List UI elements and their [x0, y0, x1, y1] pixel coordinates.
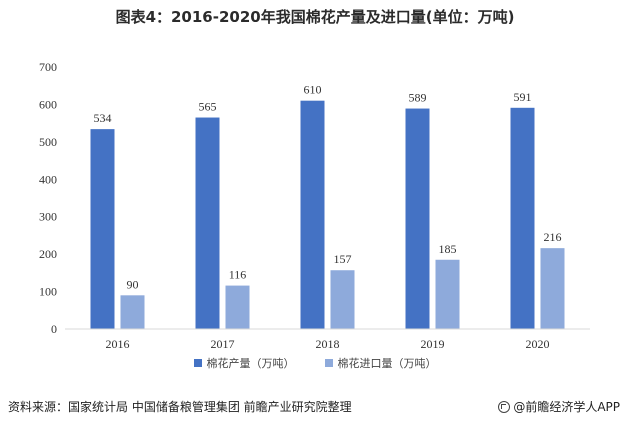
- brand: @前瞻经济学人APP: [498, 398, 620, 415]
- legend-item-imports: 棉花进口量（万吨）: [324, 355, 437, 371]
- bar-imports: [540, 248, 565, 329]
- y-tick-label: 700: [39, 60, 57, 74]
- data-label-imports: 90: [127, 277, 139, 291]
- data-label-imports: 157: [334, 252, 352, 266]
- legend-swatch-production: [193, 359, 202, 367]
- legend: 棉花产量（万吨） 棉花进口量（万吨）: [0, 355, 630, 371]
- data-label-production: 534: [94, 111, 112, 125]
- bar-production: [405, 108, 430, 329]
- x-axis: 2016 2017 2018 2019 2020: [65, 328, 590, 351]
- legend-item-production: 棉花产量（万吨）: [193, 355, 295, 371]
- brand-label: @前瞻经济学人APP: [513, 400, 620, 414]
- data-label-production: 591: [514, 90, 532, 104]
- bar-imports: [435, 259, 460, 329]
- y-axis: 0 100 200 300 400 500 600 700: [39, 60, 57, 336]
- y-tick-label: 100: [39, 285, 57, 299]
- data-label-production: 589: [409, 91, 427, 105]
- data-label-imports: 185: [439, 242, 457, 256]
- chart-title: 图表4：2016-2020年我国棉花产量及进口量(单位：万吨): [115, 8, 515, 26]
- bars: 534 90 565 116 610 157 589 185 591 216: [90, 83, 565, 330]
- x-tick-label: 2017: [211, 337, 235, 351]
- x-tick-label: 2018: [316, 337, 340, 351]
- data-label-imports: 216: [544, 230, 562, 244]
- bar-production: [90, 129, 115, 329]
- x-tick-label: 2020: [526, 337, 550, 351]
- brand-logo-icon: [498, 400, 511, 413]
- y-tick-label: 0: [51, 322, 57, 336]
- bar-imports: [225, 285, 250, 329]
- x-tick-label: 2019: [421, 337, 445, 351]
- legend-label-imports: 棉花进口量（万吨）: [337, 357, 437, 370]
- y-tick-label: 200: [39, 247, 57, 261]
- legend-label-production: 棉花产量（万吨）: [206, 357, 295, 370]
- legend-swatch-imports: [324, 359, 333, 367]
- y-tick-label: 500: [39, 135, 57, 149]
- y-tick-label: 600: [39, 97, 57, 111]
- data-label-production: 610: [304, 83, 322, 97]
- data-label-imports: 116: [229, 268, 247, 282]
- x-tick-label: 2016: [106, 337, 130, 351]
- source-note: 资料来源：国家统计局 中国储备粮管理集团 前瞻产业研究院整理: [8, 400, 352, 414]
- data-label-production: 565: [199, 100, 217, 114]
- y-tick-label: 400: [39, 172, 57, 186]
- bar-imports: [330, 270, 355, 329]
- bar-production: [510, 107, 535, 329]
- bar-production: [195, 117, 220, 330]
- y-tick-label: 300: [39, 210, 57, 224]
- bar-production: [300, 100, 325, 329]
- bar-imports: [120, 295, 145, 329]
